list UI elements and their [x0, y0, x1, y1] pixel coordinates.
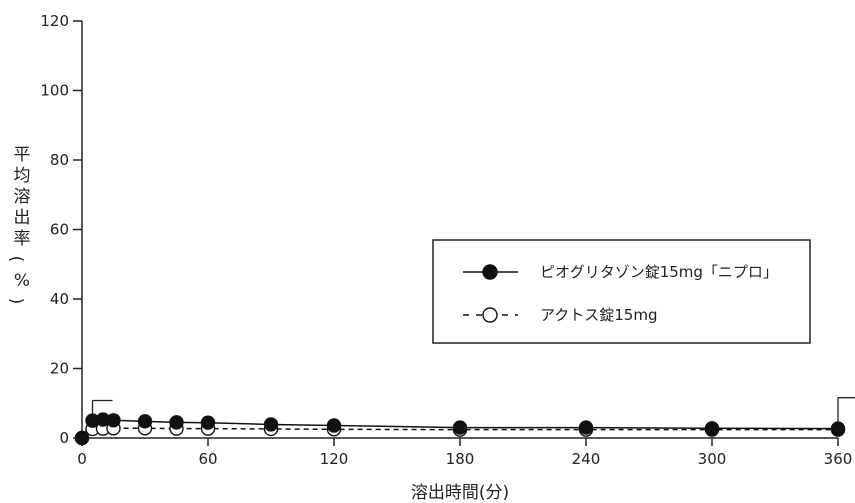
filled-point — [263, 417, 279, 432]
x-tick-label: 360 — [824, 450, 853, 468]
y-axis-title-char: ) — [6, 298, 26, 305]
filled-point — [200, 415, 216, 430]
y-tick-label: 60 — [50, 221, 69, 239]
legend-marker — [482, 264, 498, 280]
filled-point — [452, 420, 468, 435]
y-axis-title-char: 率 — [14, 229, 31, 249]
y-axis-title-char: % — [14, 271, 30, 291]
filled-point — [704, 421, 720, 436]
filled-point — [137, 414, 153, 429]
legend: ピオグリタゾン錠15mg「ニプロ」アクトス錠15mg — [432, 239, 811, 344]
y-tick-label: 20 — [50, 360, 69, 378]
y-tick-label: 120 — [40, 12, 69, 30]
y-axis-title-char: ( — [6, 256, 26, 263]
x-tick-label: 180 — [446, 450, 475, 468]
y-tick-label: 0 — [59, 429, 69, 447]
x-tick-label: 240 — [572, 450, 601, 468]
y-axis-title-char: 均 — [14, 166, 31, 186]
x-tick-label: 300 — [698, 450, 727, 468]
filled-point — [169, 415, 184, 430]
y-axis-title-char: 溶 — [14, 187, 31, 207]
y-tick-label: 80 — [50, 151, 69, 169]
legend-label: アクトス錠15mg — [540, 306, 657, 324]
y-axis-title-char: 平 — [14, 145, 31, 165]
y-ticks: 0 20 40 60 80 100 120 — [40, 12, 82, 447]
x-ticks: 0 60 120 180 240 300 360 — [77, 438, 852, 468]
series-layer — [74, 397, 855, 446]
legend-box — [432, 239, 811, 344]
filled-point — [74, 430, 90, 446]
x-tick-label: 120 — [320, 450, 349, 468]
x-tick-label: 0 — [77, 450, 87, 468]
y-tick-label: 40 — [50, 290, 69, 308]
axes — [81, 21, 838, 439]
x-axis-title: 溶出時間(分) — [411, 483, 509, 503]
x-tick-label: 60 — [198, 450, 217, 468]
filled-point — [830, 421, 846, 436]
filled-point — [106, 413, 121, 428]
filled-point — [578, 420, 594, 435]
legend-label: ピオグリタゾン錠15mg「ニプロ」 — [540, 263, 778, 281]
legend-marker — [482, 307, 498, 323]
y-tick-label: 100 — [40, 82, 69, 100]
y-axis-title-char: 出 — [14, 208, 31, 228]
filled-point — [326, 418, 342, 433]
